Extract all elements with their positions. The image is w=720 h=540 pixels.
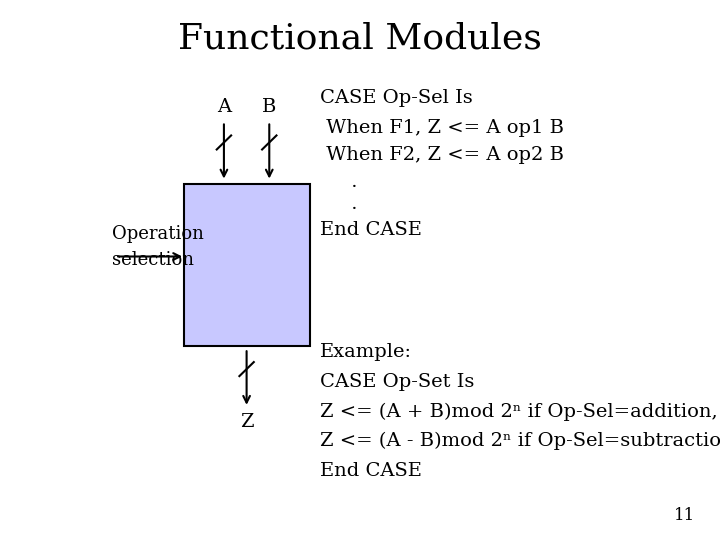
Text: selection: selection bbox=[112, 251, 194, 269]
Text: End CASE: End CASE bbox=[320, 221, 422, 239]
Text: Z <= (A - B)mod 2ⁿ if Op-Sel=subtraction: Z <= (A - B)mod 2ⁿ if Op-Sel=subtraction bbox=[320, 432, 720, 450]
Text: 11: 11 bbox=[673, 507, 695, 524]
Text: Operation: Operation bbox=[112, 225, 204, 243]
Text: When F1, Z <= A op1 B: When F1, Z <= A op1 B bbox=[320, 119, 564, 137]
Text: Z <= (A + B)mod 2ⁿ if Op-Sel=addition,: Z <= (A + B)mod 2ⁿ if Op-Sel=addition, bbox=[320, 402, 718, 421]
Text: Functional Modules: Functional Modules bbox=[178, 22, 542, 56]
Text: CASE Op-Sel Is: CASE Op-Sel Is bbox=[320, 89, 473, 107]
Text: A: A bbox=[217, 98, 231, 116]
Bar bbox=[184, 184, 310, 346]
Text: End CASE: End CASE bbox=[320, 462, 422, 480]
Text: .: . bbox=[320, 195, 358, 213]
Text: When F2, Z <= A op2 B: When F2, Z <= A op2 B bbox=[320, 146, 564, 164]
Text: .: . bbox=[320, 173, 358, 191]
Text: CASE Op-Set Is: CASE Op-Set Is bbox=[320, 373, 474, 390]
Text: Example:: Example: bbox=[320, 343, 413, 361]
Text: Z: Z bbox=[240, 413, 253, 431]
Text: B: B bbox=[262, 98, 276, 116]
